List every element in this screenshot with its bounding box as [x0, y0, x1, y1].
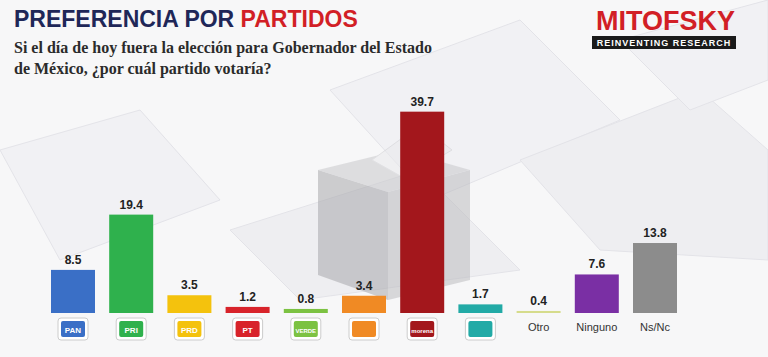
party-logo	[116, 318, 146, 340]
bar	[167, 295, 211, 313]
party-logo-fill	[410, 321, 434, 337]
x-tick-label: VERDE	[295, 328, 316, 334]
party-logo	[58, 318, 88, 340]
subtitle-line: de México, ¿por cuál partido votaría?	[14, 60, 271, 78]
bar	[226, 307, 270, 313]
title-word: POR	[178, 6, 235, 32]
party-logo	[174, 318, 204, 340]
data-label: 1.7	[472, 287, 489, 301]
bar	[109, 215, 153, 313]
bar	[342, 296, 386, 313]
bar	[51, 270, 95, 313]
title-word: PARTIDOS	[234, 6, 358, 32]
bars	[51, 112, 677, 313]
title: PREFERENCIA POR PARTIDOS	[14, 6, 358, 32]
x-tick-label: PRI	[125, 326, 138, 335]
party-logo-fill	[119, 321, 143, 337]
bar	[517, 311, 561, 313]
chart: PREFERENCIA POR PARTIDOS Si el día de hoy…	[0, 0, 768, 357]
party-logo-fill	[61, 321, 85, 337]
data-label: 0.8	[297, 292, 314, 306]
party-logo-fill	[352, 321, 376, 337]
party-logo	[233, 318, 263, 340]
brand-tagline: REINVENTING RESEARCH	[597, 38, 732, 48]
party-logo-fill	[236, 321, 260, 337]
background-shape	[520, 90, 768, 260]
data-label: 8.5	[65, 253, 82, 267]
x-tick-labels: PAN PRI PRD PT VERDE morena Otro Ninguno Ns/Nc	[58, 318, 670, 340]
party-logo-fill	[468, 321, 492, 337]
x-tick-label: PAN	[65, 326, 82, 335]
x-tick-label: morena	[411, 328, 433, 334]
data-label: 7.6	[588, 257, 605, 271]
subtitle-line: Si el día de hoy fuera la elección para …	[14, 39, 432, 57]
x-tick-label: Ns/Nc	[640, 321, 670, 333]
bar	[633, 243, 677, 313]
ballot-box-side	[318, 170, 388, 300]
data-label: 13.8	[643, 226, 667, 240]
data-label: 0.4	[530, 294, 547, 308]
party-logo	[465, 318, 495, 340]
party-logo-fill	[177, 321, 201, 337]
background	[0, 0, 768, 357]
party-logo-fill	[294, 321, 318, 337]
data-label: 19.4	[120, 198, 144, 212]
party-logo	[291, 318, 321, 340]
ballot-box	[318, 125, 470, 300]
data-label: 39.7	[411, 95, 435, 109]
title-word: PREFERENCIA	[14, 6, 178, 32]
x-tick-label: PRD	[181, 326, 198, 335]
background-shape	[230, 170, 520, 300]
x-tick-label: Otro	[528, 321, 549, 333]
x-tick-label: PT	[242, 326, 252, 335]
party-logo	[349, 318, 379, 340]
brand-name: MITOFSKY	[596, 6, 735, 36]
x-tick-label: Ninguno	[576, 321, 617, 333]
data-labels: 8.5 19.4 3.5 1.2 0.8 3.4 39.7 1.7 0.4 7.6 13.8	[65, 95, 667, 308]
data-label: 3.4	[356, 279, 373, 293]
bar	[400, 112, 444, 313]
data-label: 3.5	[181, 278, 198, 292]
party-logo	[407, 318, 437, 340]
bar	[458, 304, 502, 313]
bar	[284, 309, 328, 313]
subtitle: Si el día de hoy fuera la elección para …	[14, 39, 432, 78]
brand-bar	[592, 36, 736, 49]
data-label: 1.2	[239, 290, 256, 304]
bar	[575, 274, 619, 313]
